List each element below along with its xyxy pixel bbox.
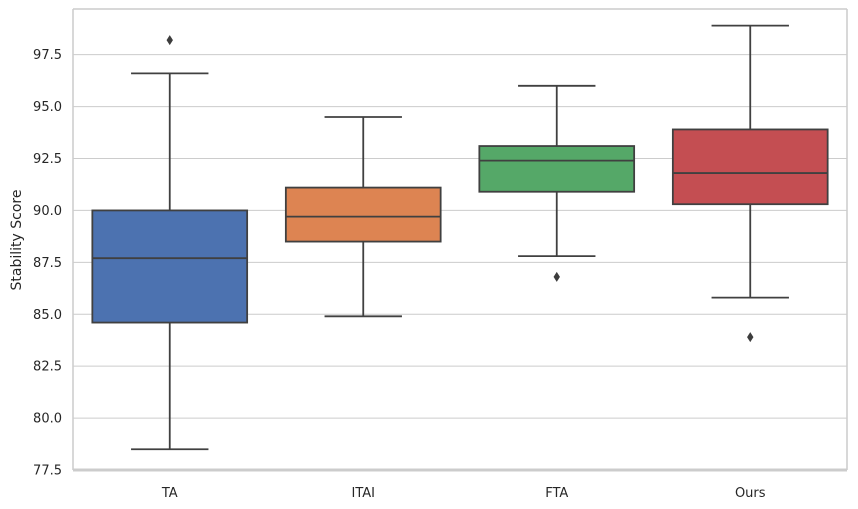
x-tick-label: Ours xyxy=(735,486,766,501)
box-ta xyxy=(91,35,249,451)
iqr-box xyxy=(671,128,829,206)
outlier-point xyxy=(166,35,173,46)
x-tick-labels: TA ITAI FTA Ours xyxy=(161,486,766,501)
y-axis-label: Stability Score xyxy=(9,190,25,291)
plot-frame xyxy=(72,8,848,472)
outlier-point xyxy=(553,271,560,282)
box-ours xyxy=(671,24,829,343)
box-fta xyxy=(478,84,636,282)
y-tick-label: 82.5 xyxy=(33,360,62,375)
y-tick-label: 97.5 xyxy=(33,48,62,63)
y-tick-labels: 77.5 80.0 82.5 85.0 87.5 90.0 92.5 95.0 97.5 xyxy=(33,48,62,478)
x-tick-label: ITAI xyxy=(352,486,376,501)
y-tick-label: 92.5 xyxy=(33,152,62,167)
y-tick-label: 87.5 xyxy=(33,256,62,271)
y-tick-label: 95.0 xyxy=(33,100,62,115)
y-tick-label: 85.0 xyxy=(33,308,62,323)
box-series xyxy=(91,24,829,451)
x-tick-label: FTA xyxy=(545,486,568,501)
box-itai xyxy=(284,116,442,318)
iqr-box xyxy=(91,209,249,324)
iqr-box xyxy=(478,145,636,193)
y-tick-label: 77.5 xyxy=(33,464,62,479)
y-tick-label: 80.0 xyxy=(33,412,62,427)
iqr-box xyxy=(284,186,442,243)
x-tick-label: TA xyxy=(161,486,178,501)
outlier-point xyxy=(747,332,754,343)
y-tick-label: 90.0 xyxy=(33,204,62,219)
